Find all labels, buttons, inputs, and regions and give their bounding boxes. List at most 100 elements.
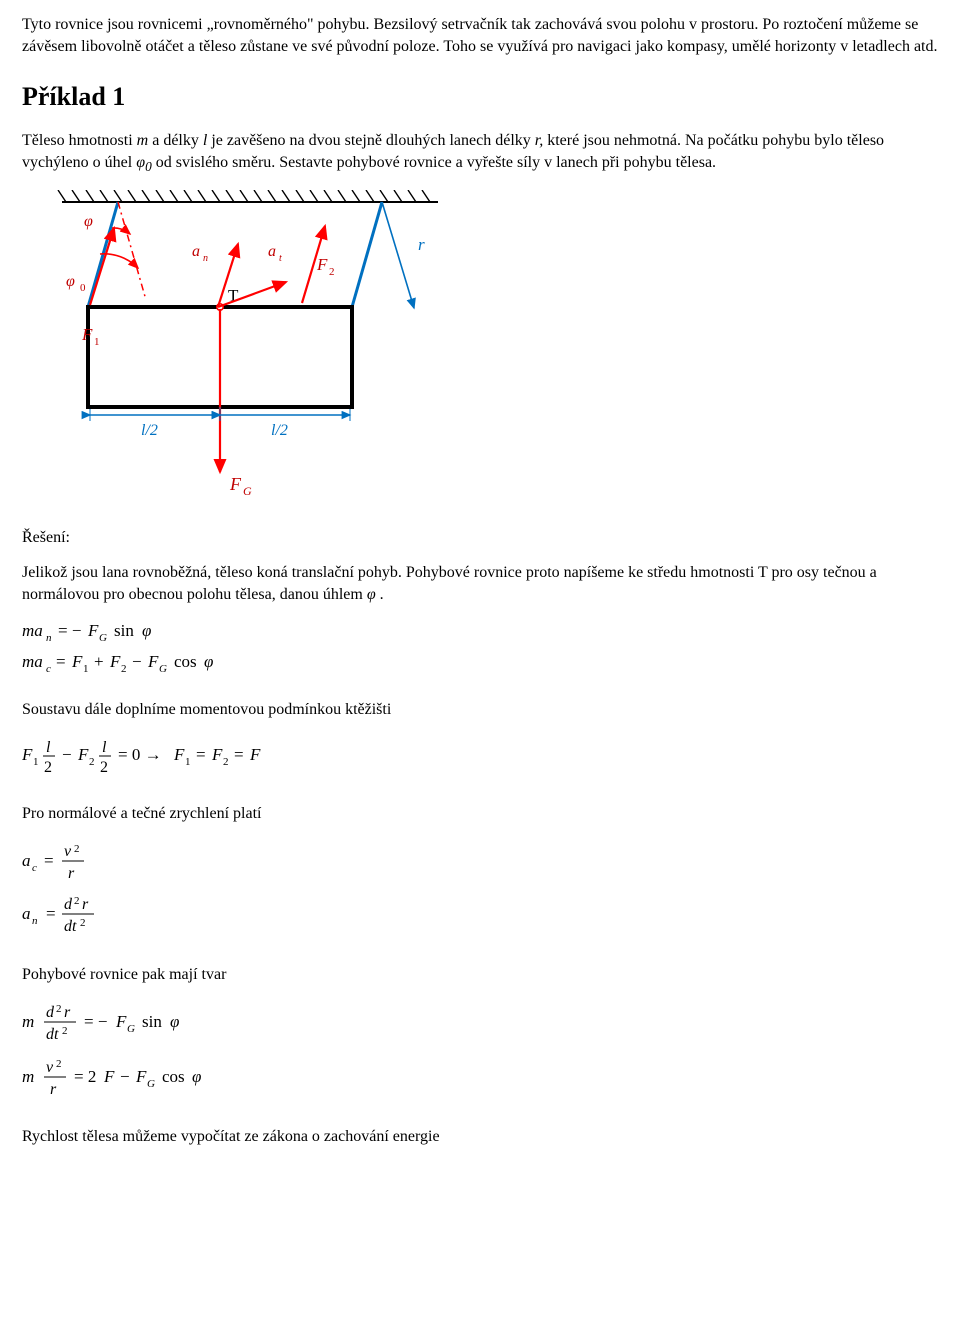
svg-text:−: − bbox=[120, 1067, 130, 1086]
svg-text:n: n bbox=[46, 632, 52, 643]
svg-text:=: = bbox=[44, 851, 54, 870]
svg-text:l/2: l/2 bbox=[141, 422, 158, 439]
diagram-svg: φ⃗φ⃗0rTF⃗1F⃗2a⃗na⃗tF⃗Gl/2l/2 bbox=[42, 190, 462, 500]
svg-text:cos: cos bbox=[174, 652, 197, 671]
svg-text:2: 2 bbox=[329, 266, 335, 278]
svg-text:2: 2 bbox=[56, 1058, 62, 1070]
svg-text:= 0 →: = 0 → bbox=[118, 745, 162, 764]
reseni-label: Řešení: bbox=[22, 527, 938, 549]
svg-text:G: G bbox=[99, 632, 107, 643]
svg-text:G: G bbox=[159, 663, 167, 674]
svg-text:F: F bbox=[87, 621, 99, 640]
svg-text:1: 1 bbox=[83, 663, 89, 674]
solution-p3: Pro normálové a tečné zrychlení platí bbox=[22, 803, 938, 825]
svg-text:dt: dt bbox=[46, 1026, 59, 1043]
solution-p2: Soustavu dále doplníme momentovou podmín… bbox=[22, 699, 938, 721]
svg-text:r: r bbox=[50, 1081, 57, 1098]
svg-text:v: v bbox=[46, 1059, 54, 1076]
svg-text:dt: dt bbox=[64, 918, 77, 935]
eq1-svg: ma n = − F G sin φ bbox=[22, 619, 242, 643]
svg-text:t: t bbox=[279, 253, 282, 264]
svg-text:= 2: = 2 bbox=[74, 1067, 96, 1086]
svg-text:2: 2 bbox=[44, 759, 52, 776]
svg-text:−: − bbox=[62, 745, 72, 764]
svg-text:2: 2 bbox=[74, 843, 80, 855]
svg-text:=: = bbox=[46, 904, 56, 923]
svg-text:r: r bbox=[64, 1004, 71, 1021]
svg-text:1: 1 bbox=[185, 756, 191, 768]
problem-var-m: m bbox=[137, 132, 149, 149]
svg-text:F: F bbox=[135, 1067, 147, 1086]
problem-paragraph: Těleso hmotnosti m a délky l je zavěšeno… bbox=[22, 130, 938, 176]
svg-text:2: 2 bbox=[89, 756, 95, 768]
problem-var-phi0: φ0 bbox=[136, 154, 152, 171]
svg-text:=: = bbox=[196, 745, 206, 764]
svg-text:=: = bbox=[56, 652, 66, 671]
svg-text:sin: sin bbox=[114, 621, 134, 640]
svg-text:1: 1 bbox=[33, 756, 39, 768]
svg-text:= −: = − bbox=[84, 1012, 107, 1031]
svg-text:sin: sin bbox=[142, 1012, 162, 1031]
svg-text:n: n bbox=[32, 915, 38, 927]
svg-text:ma: ma bbox=[22, 621, 43, 640]
svg-text:φ: φ bbox=[192, 1067, 201, 1086]
svg-text:φ: φ bbox=[204, 652, 213, 671]
svg-text:2: 2 bbox=[74, 895, 80, 907]
mechanics-diagram: φ⃗φ⃗0rTF⃗1F⃗2a⃗na⃗tF⃗Gl/2l/2 bbox=[42, 190, 938, 507]
svg-text:F: F bbox=[103, 1067, 115, 1086]
svg-text:2: 2 bbox=[80, 917, 86, 929]
svg-text:0: 0 bbox=[80, 282, 86, 294]
intro-paragraph: Tyto rovnice jsou rovnicemi „rovnoměrnéh… bbox=[22, 14, 938, 57]
svg-text:v: v bbox=[64, 843, 72, 860]
svg-text:2: 2 bbox=[62, 1025, 68, 1037]
svg-text:cos: cos bbox=[162, 1067, 185, 1086]
svg-text:= −: = − bbox=[58, 621, 81, 640]
svg-text:d: d bbox=[64, 896, 73, 913]
svg-text:G: G bbox=[127, 1023, 135, 1035]
solution-p5: Rychlost tělesa můžeme vypočítat ze záko… bbox=[22, 1126, 938, 1148]
svg-text:F: F bbox=[249, 745, 261, 764]
svg-text:F: F bbox=[71, 652, 83, 671]
svg-text:F: F bbox=[211, 745, 223, 764]
eq-block-1: ma n = − F G sin φ ma c = F 1 + F 2 − F … bbox=[22, 619, 938, 680]
svg-text:r: r bbox=[82, 896, 89, 913]
svg-text:+: + bbox=[94, 652, 104, 671]
svg-text:G: G bbox=[147, 1078, 155, 1090]
svg-text:d: d bbox=[46, 1004, 55, 1021]
problem-text-e: od svislého směru. Sestavte pohybové rov… bbox=[152, 154, 716, 171]
problem-var-r: r, bbox=[535, 132, 543, 149]
svg-text:F: F bbox=[115, 1012, 127, 1031]
solution-p4: Pohybové rovnice pak mají tvar bbox=[22, 964, 938, 986]
svg-text:2: 2 bbox=[100, 759, 108, 776]
eq3-svg: F 1 l 2 − F 2 l 2 = 0 → F 1 = F 2 = F bbox=[22, 734, 322, 778]
problem-text-b: a délky bbox=[148, 132, 203, 149]
solution-p1: Jelikož jsou lana rovnoběžná, těleso kon… bbox=[22, 562, 938, 605]
svg-text:F: F bbox=[109, 652, 121, 671]
svg-text:φ: φ bbox=[170, 1012, 179, 1031]
eq-block-4: m d 2 r dt 2 = − F G sin φ m v 2 r = 2 F… bbox=[22, 999, 938, 1108]
sol-p1-a: Jelikož jsou lana rovnoběžná, těleso kon… bbox=[22, 564, 877, 603]
svg-text:ma: ma bbox=[22, 652, 43, 671]
eq6-svg: m d 2 r dt 2 = − F G sin φ bbox=[22, 999, 242, 1047]
eq-block-3: a c = v 2 r a n = d 2 r dt 2 bbox=[22, 838, 938, 945]
eq5-svg: a n = d 2 r dt 2 bbox=[22, 891, 142, 939]
svg-text:F: F bbox=[77, 745, 89, 764]
sol-p1-b: . bbox=[376, 586, 384, 603]
svg-text:1: 1 bbox=[94, 336, 100, 348]
svg-text:l: l bbox=[46, 739, 51, 756]
svg-text:r: r bbox=[418, 235, 425, 254]
svg-text:m: m bbox=[22, 1012, 34, 1031]
svg-text:F: F bbox=[22, 745, 33, 764]
svg-text:l: l bbox=[102, 739, 107, 756]
svg-text:G: G bbox=[243, 484, 252, 498]
sol-p1-phi: φ bbox=[367, 586, 376, 603]
svg-text:−: − bbox=[132, 652, 142, 671]
svg-text:a: a bbox=[22, 904, 31, 923]
svg-text:r: r bbox=[68, 865, 75, 882]
svg-text:2: 2 bbox=[121, 663, 127, 674]
problem-text-c: je zavěšeno na dvou stejně dlouhých lane… bbox=[207, 132, 534, 149]
eq2-svg: ma c = F 1 + F 2 − F G cos φ bbox=[22, 650, 282, 674]
heading-priklad: Příklad 1 bbox=[22, 79, 938, 114]
svg-text:n: n bbox=[203, 253, 208, 264]
problem-text-a: Těleso hmotnosti bbox=[22, 132, 137, 149]
